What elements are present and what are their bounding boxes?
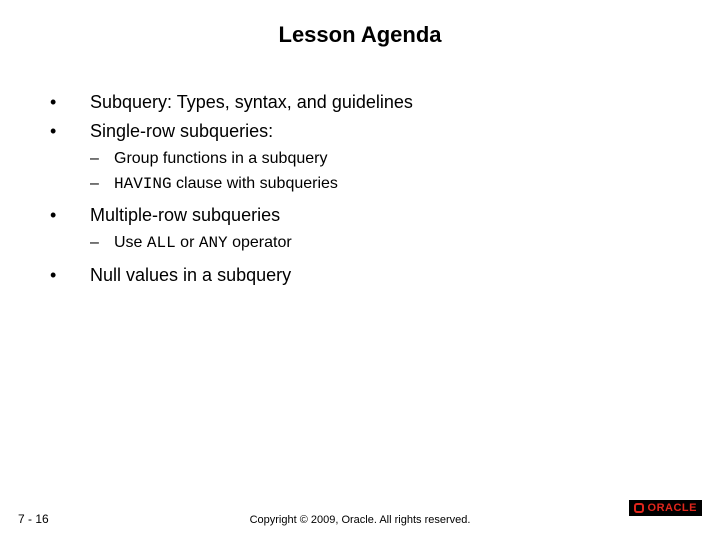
bullet-mark: • <box>50 119 90 144</box>
footer: 7 - 16 Copyright © 2009, Oracle. All rig… <box>0 502 720 526</box>
bullet-item: • Multiple-row subqueries <box>50 203 680 228</box>
bullet-mark: • <box>50 90 90 115</box>
bullet-item: • Subquery: Types, syntax, and guideline… <box>50 90 680 115</box>
bullet-text: Subquery: Types, syntax, and guidelines <box>90 90 413 115</box>
bullet-text: Single-row subqueries: <box>90 119 273 144</box>
copyright-text: Copyright © 2009, Oracle. All rights res… <box>0 514 720 526</box>
bullet-text: Null values in a subquery <box>90 263 291 288</box>
sub-bullet-mark: – <box>90 173 114 195</box>
text-fragment: clause with subqueries <box>172 175 338 192</box>
bullet-item: • Single-row subqueries: <box>50 119 680 144</box>
code-keyword: ANY <box>199 234 228 252</box>
sub-bullet-item: – Group functions in a subquery <box>90 148 680 170</box>
sub-bullet-item: – Use ALL or ANY operator <box>90 232 680 254</box>
bullet-text: Multiple-row subqueries <box>90 203 280 228</box>
bullet-mark: • <box>50 203 90 228</box>
sub-bullet-text: Use ALL or ANY operator <box>114 232 292 254</box>
sub-bullet-text: HAVING clause with subqueries <box>114 173 338 195</box>
slide: Lesson Agenda • Subquery: Types, syntax,… <box>0 0 720 540</box>
bullet-item: • Null values in a subquery <box>50 263 680 288</box>
sub-bullet-mark: – <box>90 148 114 170</box>
content-area: • Subquery: Types, syntax, and guideline… <box>50 90 680 292</box>
sub-bullet-mark: – <box>90 232 114 254</box>
code-keyword: ALL <box>147 234 176 252</box>
text-fragment: or <box>176 234 199 251</box>
code-keyword: HAVING <box>114 175 172 193</box>
slide-title: Lesson Agenda <box>0 0 720 48</box>
sub-bullet-text: Group functions in a subquery <box>114 148 327 170</box>
sub-bullet-item: – HAVING clause with subqueries <box>90 173 680 195</box>
text-fragment: Use <box>114 234 147 251</box>
bullet-mark: • <box>50 263 90 288</box>
text-fragment: operator <box>228 234 292 251</box>
